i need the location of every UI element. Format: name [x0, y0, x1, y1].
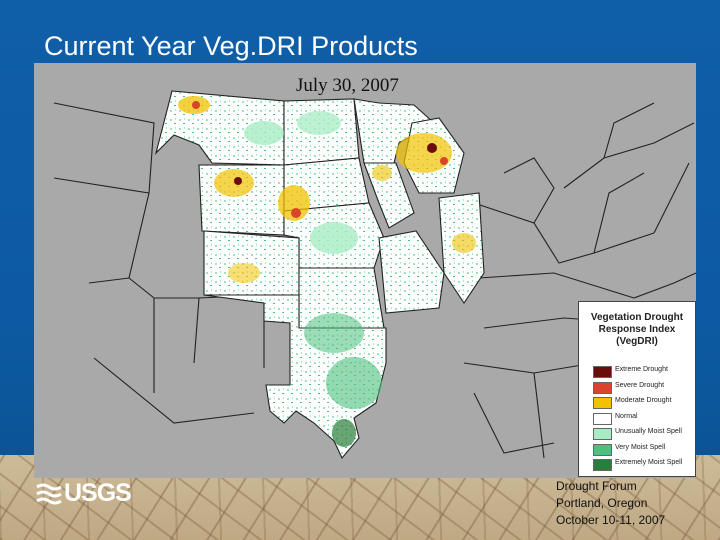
moist-clusters	[244, 111, 382, 447]
surrounding-state-lines	[53, 102, 696, 459]
legend-label: Unusually Moist Spell	[615, 428, 682, 435]
legend-item: Extreme Drought	[579, 364, 695, 380]
legend-label: Severe Drought	[615, 381, 665, 389]
usgs-logo-text: USGS	[64, 479, 132, 507]
usgs-wave-icon	[36, 483, 62, 505]
legend-item: Very Moist Spell	[579, 442, 695, 458]
footer: Drought Forum Portland, Oregon October 1…	[556, 478, 665, 529]
legend-title: Vegetation Drought Response Index (VegDR…	[590, 312, 684, 347]
footer-line-location: Portland, Oregon	[556, 496, 648, 510]
vegdri-map: July 30, 2007 Vegetation Drought Respons…	[34, 63, 696, 478]
legend-swatch-normal	[593, 412, 612, 425]
map-legend: Vegetation Drought Response Index (VegDR…	[578, 301, 696, 477]
legend-swatch-extremely-moist	[593, 459, 612, 471]
target-states	[154, 90, 485, 460]
legend-label: Normal	[615, 412, 638, 420]
footer-line-date: October 10-11, 2007	[556, 513, 666, 527]
legend-label: Extreme Drought	[615, 366, 668, 373]
legend-label: Moderate Drought	[615, 397, 672, 404]
legend-label: Extremely Moist Spell	[615, 459, 683, 466]
legend-item: Severe Drought	[579, 380, 695, 396]
legend-item: Extremely Moist Spell	[579, 457, 695, 473]
legend-item: Moderate Drought	[579, 395, 695, 411]
legend-swatch-severe-drought	[593, 381, 612, 394]
drought-clusters	[178, 96, 476, 283]
slide-title: Current Year Veg.DRI Products	[44, 31, 418, 61]
footer-line-event: Drought Forum	[556, 479, 637, 493]
states-map	[53, 90, 696, 460]
legend-item: Normal	[579, 411, 695, 427]
legend-swatch-moderate-drought	[593, 397, 612, 409]
legend-swatch-unusually-moist	[593, 428, 612, 440]
legend-swatch-very-moist	[593, 443, 612, 456]
legend-label: Very Moist Spell	[615, 443, 666, 451]
legend-item: Unusually Moist Spell	[579, 426, 695, 442]
map-date: July 30, 2007	[296, 75, 399, 96]
legend-swatch-extreme-drought	[593, 366, 612, 378]
